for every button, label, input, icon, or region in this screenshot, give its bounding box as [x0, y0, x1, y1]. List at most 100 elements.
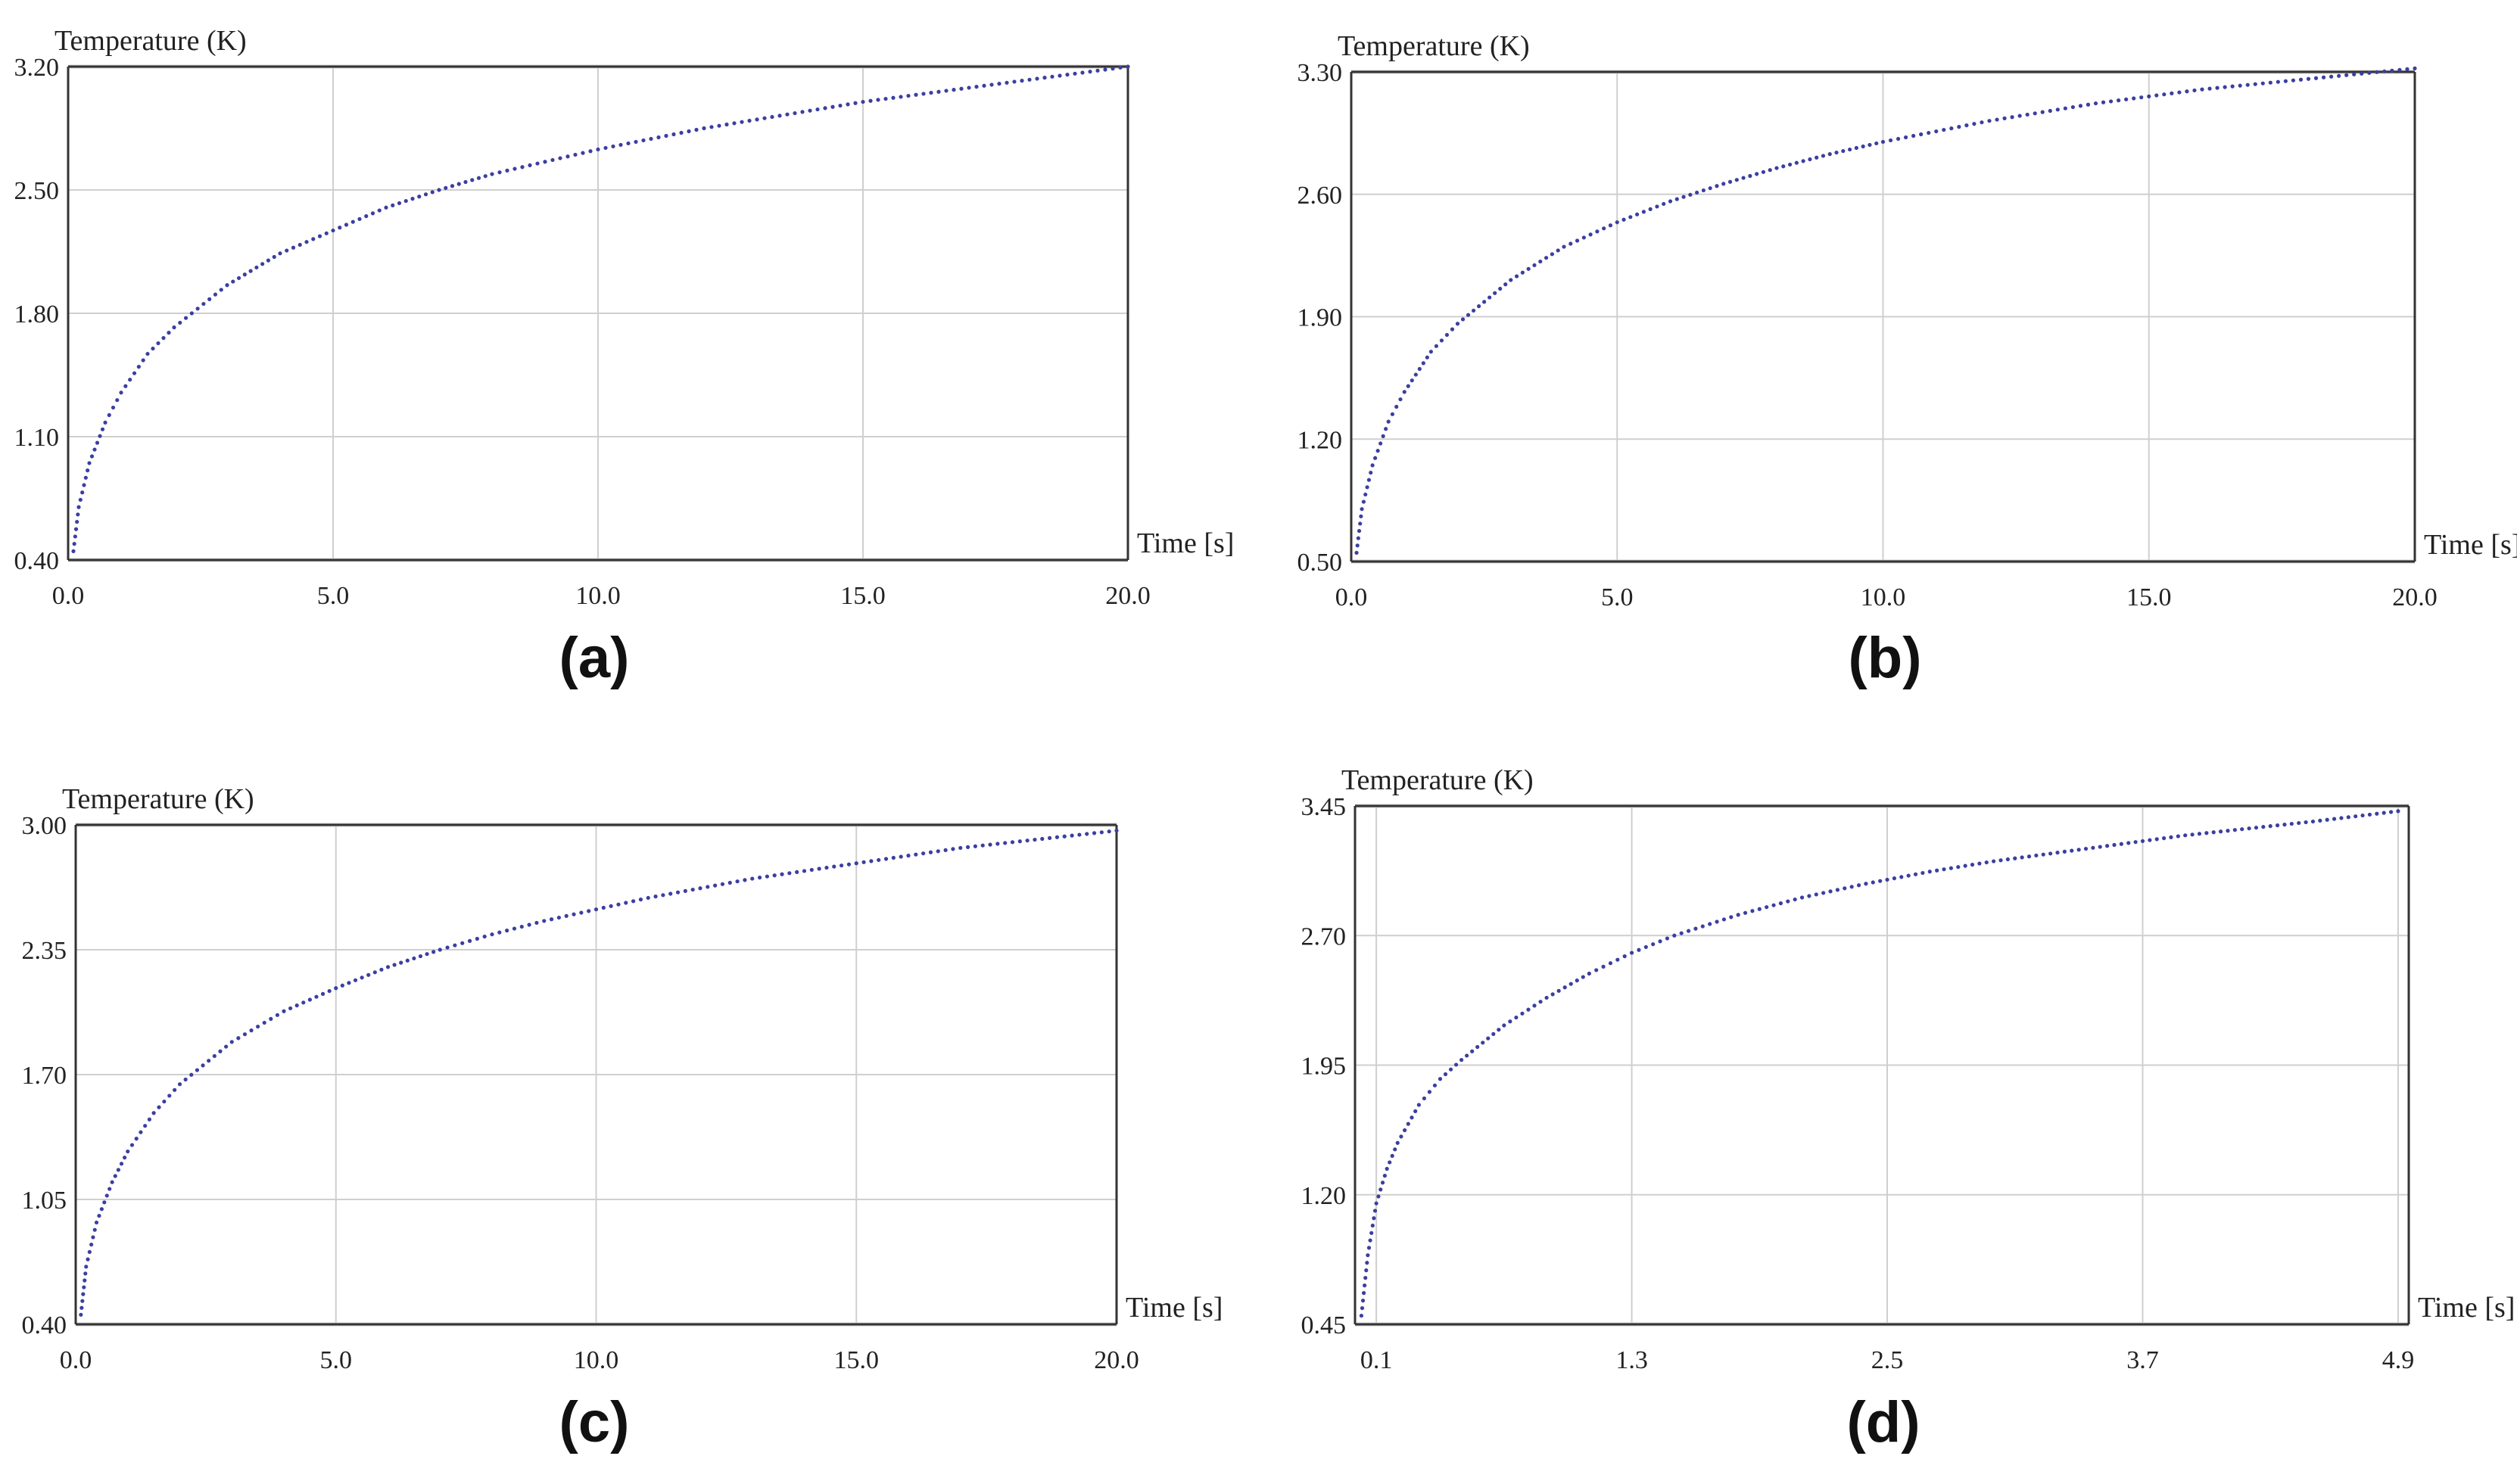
data-point [958, 845, 963, 851]
data-point [601, 905, 606, 910]
data-point [2192, 88, 2197, 93]
data-point [2025, 112, 2029, 117]
data-point [314, 994, 319, 999]
y-tick-label: 1.20 [1301, 1182, 1347, 1210]
data-point [307, 997, 312, 1002]
data-point [1012, 79, 1017, 84]
data-point [1363, 1276, 1368, 1280]
data-point [2177, 90, 2182, 95]
data-point [1927, 870, 1932, 874]
panel-d: 0.1 1.3 2.5 3.7 4.9 0.45 1.20 1.95 2.70 3.45Tempe… [1301, 764, 2515, 1454]
data-point [1602, 226, 1606, 231]
x-tick-label: 0.0 [52, 582, 85, 610]
data-point [2253, 82, 2257, 86]
data-point [2297, 820, 2301, 826]
data-point [1568, 241, 1573, 246]
data-point [1487, 295, 1492, 300]
x-tick-label: 0.0 [1335, 583, 1368, 611]
data-point [1070, 833, 1074, 838]
data-point [2360, 71, 2364, 76]
data-point [1460, 317, 1466, 322]
y-axis-label: Temperature (K) [62, 783, 254, 815]
data-point [2185, 89, 2189, 94]
data-point [1727, 179, 1733, 184]
data-point [1715, 184, 1719, 188]
data-point [183, 1077, 188, 1082]
data-point [2344, 73, 2349, 77]
data-point [588, 149, 593, 154]
data-point [1357, 528, 1362, 534]
data-point [1984, 860, 1989, 865]
data-point [2070, 848, 2074, 853]
x-tick-label: 15.0 [840, 582, 886, 610]
data-point [1701, 188, 1706, 193]
data-point [2119, 842, 2123, 846]
x-tick-label: 4.9 [2382, 1346, 2415, 1374]
data-point [1594, 968, 1599, 972]
data-point [2140, 838, 2145, 844]
data-point [444, 185, 448, 190]
data-point [104, 1193, 109, 1198]
data-point [195, 1068, 200, 1072]
data-point [921, 851, 926, 856]
data-point [1532, 263, 1537, 268]
y-tick-label: 1.90 [1297, 304, 1343, 332]
data-point [266, 258, 271, 263]
data-point [490, 932, 494, 937]
data-point [1369, 1230, 1374, 1235]
data-point [79, 1305, 84, 1310]
data-point [1622, 954, 1627, 959]
data-point [1393, 1147, 1397, 1152]
data-point [1065, 73, 1070, 77]
data-point [86, 468, 90, 473]
data-point [83, 475, 88, 480]
data-point [89, 1243, 94, 1247]
y-tick-label: 2.70 [1301, 922, 1347, 950]
y-tick-label: 1.10 [14, 424, 60, 452]
data-point [128, 378, 132, 382]
x-tick-label: 5.0 [320, 1346, 353, 1374]
data-point [698, 886, 702, 891]
data-point [2098, 845, 2102, 849]
data-point [1365, 485, 1369, 490]
data-point [1651, 942, 1656, 947]
data-point [1871, 880, 1875, 885]
data-point [1520, 1011, 1525, 1016]
data-point [1368, 1238, 1372, 1243]
data-point [1020, 79, 1024, 83]
data-point [338, 226, 342, 230]
data-point [410, 197, 415, 201]
data-point [353, 978, 358, 982]
data-point [631, 899, 636, 904]
panel-caption: (d) [1846, 1390, 1920, 1454]
data-point [1080, 70, 1085, 75]
data-point [1906, 873, 1911, 878]
data-point [891, 855, 896, 860]
data-point [2353, 814, 2358, 819]
data-point [1987, 119, 1992, 123]
data-point [75, 519, 79, 524]
data-point [800, 110, 805, 114]
data-point [218, 1049, 223, 1053]
data-point [1027, 77, 1032, 82]
data-point [1556, 988, 1561, 993]
data-point [1455, 322, 1460, 326]
data-point [347, 981, 351, 985]
data-point [236, 1036, 241, 1041]
x-tick-label: 10.0 [574, 1346, 619, 1374]
data-point [1532, 1003, 1537, 1008]
data-point [1799, 895, 1805, 900]
data-point [1376, 1194, 1381, 1199]
data-point [1927, 130, 1931, 135]
data-point [161, 336, 166, 341]
data-point [1085, 832, 1089, 836]
data-point [1721, 917, 1727, 922]
data-point [1849, 885, 1854, 889]
data-point [272, 254, 276, 260]
data-point [1364, 1268, 1369, 1273]
data-point [2218, 829, 2223, 834]
data-point [301, 1000, 306, 1005]
data-point [1486, 1036, 1491, 1041]
data-point [846, 862, 852, 866]
data-point [2132, 96, 2136, 101]
